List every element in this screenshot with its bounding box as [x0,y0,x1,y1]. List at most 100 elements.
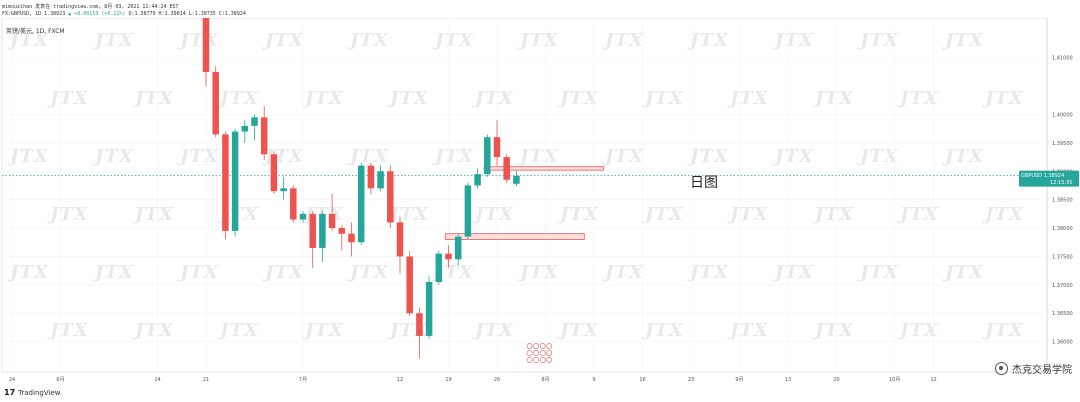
watermark: JTX [605,262,644,283]
x-tick-label: 6月 [56,377,64,383]
x-tick-label: 10月 [889,377,900,383]
candle-body [357,165,365,243]
watermark: JTX [860,146,899,167]
candle-body [454,236,462,260]
axis-layer: 1.410001.400001.395001.390001.385001.380… [9,56,1073,383]
candle-body [464,185,472,237]
candle-body [493,137,501,158]
candle-body [367,165,375,189]
candle [435,250,443,285]
candle [338,225,346,251]
watermark: JTX [815,320,854,341]
candle [387,165,394,229]
candle [396,216,404,274]
candle-body [338,228,346,234]
candle-body [445,253,452,260]
watermark: JTX [95,30,134,51]
watermark: JTX [135,88,174,109]
y-tick-label: 1.37500 [1052,254,1073,260]
y-tick-label: 1.38000 [1052,226,1073,232]
candle-body [222,134,229,231]
watermark: JTX [390,204,429,225]
plot-border [1,18,1048,373]
watermark: JTX [305,320,344,341]
candle [202,18,210,87]
candle-body [328,213,336,229]
candle [425,276,433,339]
candle-body [231,131,239,231]
economic-event-icon [546,357,553,363]
watermark: JTX [860,262,899,283]
candle-body [309,213,316,248]
symbol-title: 英镑/美元, 1D, FXCM [6,28,65,35]
watermark: JTX [265,30,304,51]
x-tick-label: 9 [592,377,595,383]
candle [416,307,423,359]
watermark: JTX [815,204,854,225]
x-tick-label: 8月 [541,377,549,383]
candle [503,154,510,183]
watermark: JTX [305,88,344,109]
x-tick-label: 16 [639,377,645,383]
economic-event-icon [546,343,553,349]
candle-body [377,171,384,189]
candle [377,165,384,192]
watermark: JTX [520,30,559,51]
publish-info: mimouzihao 发表在 tradingview.com, 8月 03, 2… [2,4,179,10]
y-tick-label: 1.36500 [1052,311,1073,317]
ohlc-change: ▲ +0.00153 (+0.11%) [68,11,126,17]
candle [367,162,375,194]
watermark: JTX [605,30,644,51]
ohlc-prefix: FX:GBPUSD, 1D 1.38923 [2,11,66,17]
candle-body [406,256,413,314]
watermark: JTX [475,88,514,109]
x-tick-label: 23 [688,377,694,383]
watermark: JTX [135,204,174,225]
economic-event-icon [546,350,553,356]
watermark: JTX [135,320,174,341]
resistance-zone [483,166,605,171]
candle-body [212,71,219,135]
candle-body [425,282,433,336]
candle-body [280,188,287,192]
candle-body [251,117,258,126]
price-label-box [1019,170,1079,187]
watermark: JTX [220,320,259,341]
watermark: JTX [900,204,939,225]
watermark: JTX [10,30,49,51]
watermark: JTX [95,146,134,167]
candle [406,250,413,317]
economic-event-icon [526,357,533,363]
tradingview-logo[interactable]: 𝟭𝟳 TradingView [4,388,60,397]
watermark: JTX [520,146,559,167]
watermark: JTX [645,88,684,109]
candle [222,131,229,240]
watermark: JTX [985,320,1024,341]
candle-body [484,137,491,175]
watermark: JTX [350,30,389,51]
candle-body [503,157,510,180]
x-tick-label: 14 [154,377,160,383]
candle-body [416,313,423,336]
candle [251,114,258,141]
economic-event-icon [526,343,533,349]
candle-body [260,117,268,155]
watermark: JTX [350,262,389,283]
support-zone [444,233,585,240]
watermark: JTX [815,88,854,109]
watermark: JTX [985,204,1024,225]
candle-body [202,18,210,72]
candle-body [435,253,443,282]
candle-body [348,233,355,243]
wechat-account-icon [995,362,1008,375]
y-tick-label: 1.39500 [1052,141,1073,147]
candle [493,120,501,166]
x-tick-label: 21 [203,377,209,383]
watermark: JTX [475,320,514,341]
candle [241,120,249,143]
candle-body [319,213,326,248]
price-chart[interactable]: 1.410001.400001.395001.390001.385001.380… [0,18,1080,384]
candle-body [299,213,307,220]
watermark: JTX [220,88,259,109]
